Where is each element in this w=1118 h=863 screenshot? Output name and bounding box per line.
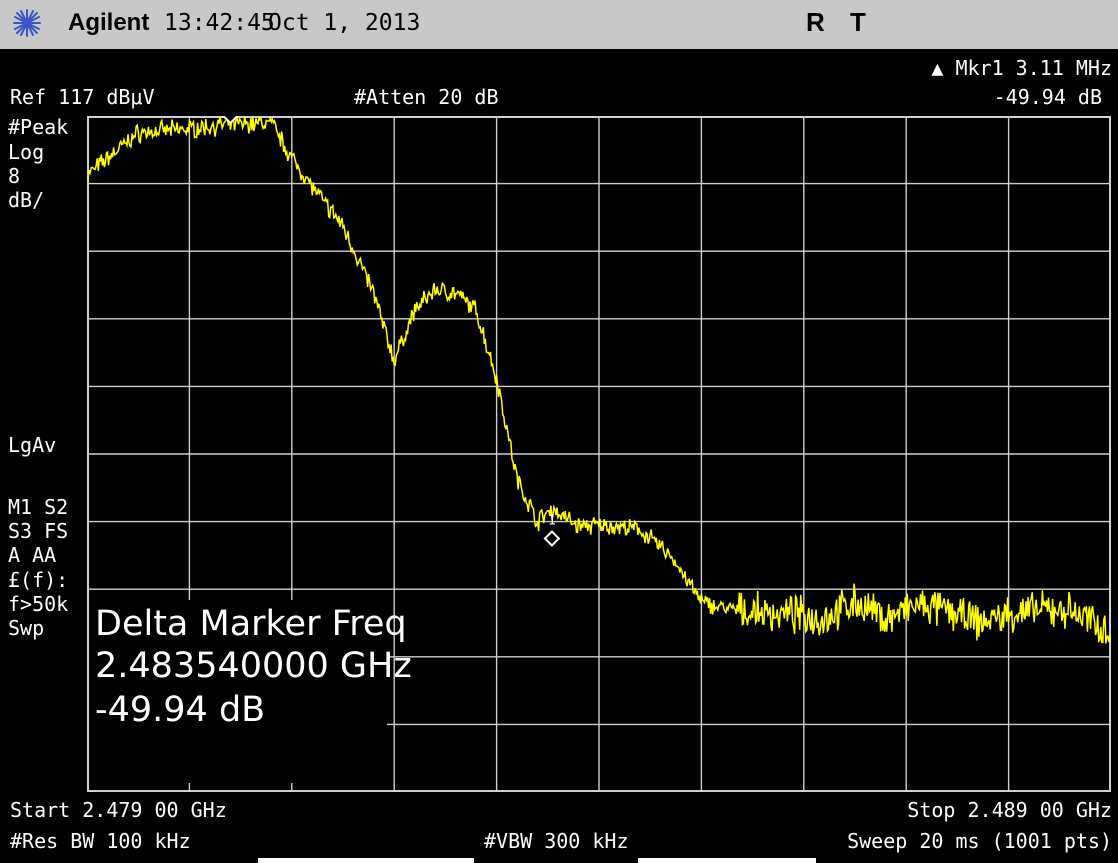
- delta-marker-label: 1: [548, 514, 556, 529]
- readout-label: Delta Marker Freq: [95, 604, 407, 644]
- frequency-condition: f>50k: [8, 592, 69, 616]
- delta-marker-readout: Delta Marker Freq 2.483540000 GHz -49.94…: [89, 600, 412, 783]
- attenuation: #Atten 20 dB: [354, 85, 499, 109]
- trigger-indicator: T: [850, 7, 866, 37]
- scale-value: 8: [8, 164, 21, 188]
- spectrum-trace: [87, 116, 1111, 644]
- trace-state-2: S3 FS: [8, 519, 69, 543]
- sweep-time: Sweep 20 ms (1001 pts): [847, 829, 1112, 853]
- trace-state-3: A AA: [8, 543, 57, 567]
- trace-state-1: M1 S2: [8, 495, 69, 519]
- clock-date: Oct 1, 2013: [268, 10, 421, 36]
- scale-unit: dB/: [8, 188, 45, 212]
- softkey-indicator-left: [258, 858, 474, 863]
- averaging-mode: LgAv: [8, 433, 57, 457]
- delta-marker-diamond: [543, 530, 561, 547]
- resolution-bandwidth: #Res BW 100 kHz: [10, 829, 191, 853]
- remote-indicator: R: [806, 7, 825, 37]
- agilent-spark-icon: [13, 9, 41, 37]
- marker-delta-freq: ▲ Mkr1 3.11 MHz: [931, 56, 1112, 80]
- stop-frequency: Stop 2.489 00 GHz: [907, 798, 1112, 822]
- reference-marker-diamond: [221, 116, 239, 125]
- detector-mode: #Peak: [8, 115, 69, 139]
- marker-delta-amplitude: -49.94 dB: [993, 85, 1102, 109]
- reference-level: Ref 117 dBμV: [10, 85, 155, 109]
- readout-value: -49.94 dB: [95, 690, 266, 730]
- clock-time: 13:42:45: [164, 10, 275, 36]
- start-frequency: Start 2.479 00 GHz: [10, 798, 227, 822]
- scale-type: Log: [8, 140, 45, 164]
- correction-label: £(f):: [8, 568, 69, 592]
- video-bandwidth: #VBW 300 kHz: [484, 829, 629, 853]
- sweep-label: Swp: [8, 616, 45, 640]
- softkey-indicator-right: [638, 858, 816, 863]
- brand-name: Agilent: [68, 9, 150, 36]
- title-bar: Agilent 13:42:45 Oct 1, 2013 R T: [0, 0, 1118, 49]
- readout-frequency: 2.483540000 GHz: [95, 646, 412, 686]
